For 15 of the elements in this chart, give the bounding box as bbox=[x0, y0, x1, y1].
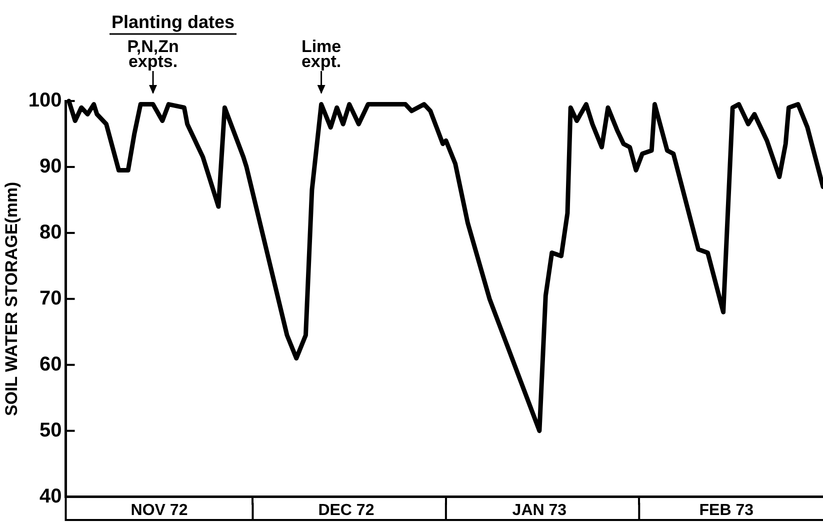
x-tick-label: JAN 73 bbox=[512, 502, 567, 519]
y-tick-label: 70 bbox=[40, 287, 62, 310]
annotation: P,N,Zn expts. bbox=[127, 37, 179, 71]
y-tick-label: 90 bbox=[40, 155, 62, 178]
y-tick-label: 60 bbox=[40, 353, 62, 376]
x-tick-label: DEC 72 bbox=[318, 502, 374, 519]
x-tick-label: FEB 73 bbox=[699, 502, 754, 519]
y-tick-label: 100 bbox=[28, 90, 62, 112]
y-axis-title: SOIL WATER STORAGE(mm) bbox=[2, 182, 21, 416]
x-tick-label: NOV 72 bbox=[130, 502, 188, 519]
y-tick-label: 80 bbox=[40, 221, 62, 244]
y-tick-label: 40 bbox=[40, 485, 62, 508]
annotation: Lime expt. bbox=[301, 37, 342, 71]
y-tick-label: 50 bbox=[40, 419, 62, 442]
text: Planting dates bbox=[112, 12, 235, 32]
